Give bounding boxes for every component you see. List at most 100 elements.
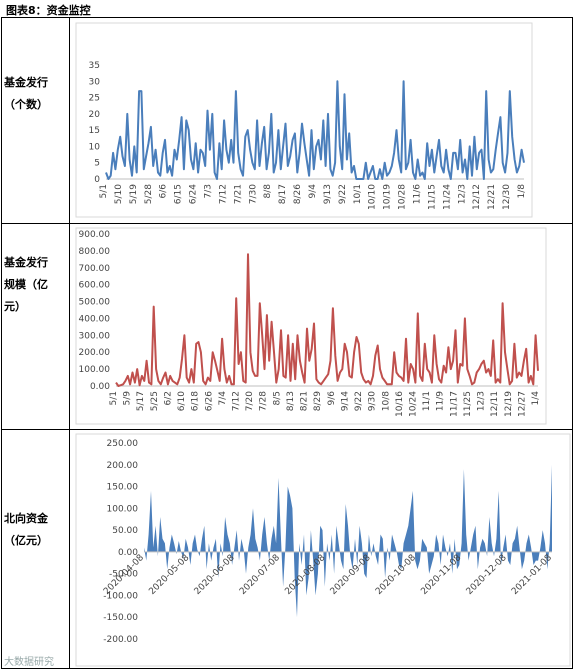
- y-tick-label: 10: [89, 142, 101, 152]
- series-line: [115, 253, 539, 387]
- series-line: [105, 80, 525, 180]
- northbound-chart: -200.00 -150.00 -100.00 -50.00 0.00 50.00 100.…: [72, 432, 572, 672]
- x-tick-label: 10/16: [395, 391, 405, 417]
- x-tick-label: 7/3: [204, 184, 214, 198]
- y-tick-label: 5: [94, 159, 100, 169]
- y-tick-label: 600.00: [79, 281, 111, 291]
- watermark: 大数据研究: [4, 657, 54, 668]
- x-tick-label: 6/6: [159, 184, 169, 199]
- row-label-fund-count: 基金发行 （个数）: [4, 72, 68, 116]
- x-tick-label: 9/22: [338, 184, 348, 204]
- row-label-line: 规模（亿: [4, 278, 48, 291]
- x-tick-label: 5/17: [136, 391, 146, 411]
- x-tick-label: 6/18: [191, 391, 201, 411]
- y-tick-label: 200.00: [79, 348, 111, 358]
- y-tick-label: -200.00: [103, 635, 138, 645]
- y-tick-label: 20: [89, 110, 101, 120]
- x-tick-label: 11/15: [427, 184, 437, 210]
- x-tick-label: 6/10: [177, 391, 187, 411]
- x-tick-label: 12/21: [487, 184, 497, 210]
- x-tick-label: 9/6: [327, 391, 337, 406]
- y-tick-label: 0: [94, 175, 100, 185]
- x-tick-label: 10/8: [381, 391, 391, 411]
- y-tick-label: 100.00: [79, 365, 111, 375]
- x-tick-label: 8/17: [278, 184, 288, 204]
- y-tick-label: 30: [89, 77, 101, 87]
- x-tick-label: 7/12: [218, 184, 228, 204]
- x-tick-label: 5/1: [99, 184, 109, 198]
- fund-count-chart: 0 5 10 15 20 25 30 35 5/1 5/10 5/19 5/28 6/6 6/15 6/24…: [72, 21, 534, 223]
- x-tick-label: 6/24: [189, 184, 199, 204]
- x-tick-label: 10/10: [368, 184, 378, 210]
- x-tick-label: 7/12: [232, 391, 242, 411]
- row-label-line: （亿元）: [4, 534, 48, 547]
- row-label-line: 基金发行: [4, 256, 48, 269]
- x-tick-label: 12/30: [502, 184, 512, 210]
- y-tick-label: 0.00: [90, 382, 110, 392]
- row-label-fund-size: 基金发行 规模（亿 元）: [4, 252, 68, 318]
- y-tick-label: 700.00: [79, 264, 111, 274]
- x-tick-label: 7/20: [245, 391, 255, 411]
- table-frame: [1, 17, 573, 669]
- y-tick-label: 200.00: [107, 461, 139, 471]
- y-tick-label: -150.00: [103, 613, 138, 623]
- x-tick-label: 7/28: [259, 391, 269, 411]
- x-tick-label: 5/9: [123, 391, 133, 406]
- x-tick-label: 5/1: [109, 391, 119, 405]
- x-tick-label: 5/28: [144, 184, 154, 204]
- x-tick-label: 12/3: [457, 184, 467, 204]
- x-tick-label: 11/25: [463, 391, 473, 417]
- x-tick-label: 12/27: [517, 391, 527, 417]
- y-tick-label: 100.00: [107, 504, 139, 514]
- plot-area: [75, 227, 547, 425]
- y-tick-label: 35: [89, 61, 100, 71]
- row-label-line: 北向资金: [4, 512, 48, 525]
- x-tick-label: 5/10: [114, 184, 124, 204]
- y-tick-label: -50.00: [109, 570, 138, 580]
- x-tick-label: 11/17: [449, 391, 459, 417]
- row-label-line: （个数）: [4, 98, 48, 111]
- x-tick-label: 12/3: [477, 391, 487, 411]
- fund-size-chart-svg: 0.00 100.00 200.00 300.00 400.00 500.00 600.00…: [75, 227, 547, 425]
- x-tick-label: 9/13: [323, 184, 333, 204]
- x-tick-label: 9/22: [354, 391, 364, 411]
- x-tick-label: 9/14: [340, 391, 350, 411]
- northbound-chart-svg: -200.00 -150.00 -100.00 -50.00 0.00 50.00 100.…: [75, 433, 571, 667]
- x-tick-label: 10/1: [353, 184, 363, 204]
- x-tick-label: 11/6: [413, 184, 423, 204]
- y-tick-label: -100.00: [103, 591, 138, 601]
- fund-count-chart-svg: 0 5 10 15 20 25 30 35 5/1 5/10 5/19 5/28 6/6 6/15 6/24…: [75, 22, 533, 218]
- x-tick-label: 12/19: [504, 391, 514, 417]
- x-tick-label: 7/4: [218, 391, 228, 406]
- x-tick-label: 6/15: [174, 184, 184, 204]
- x-tick-label: 9/30: [368, 391, 378, 411]
- x-tick-label: 10/24: [408, 391, 418, 417]
- x-tick-label: 10/28: [398, 184, 408, 210]
- row-label-northbound: 北向资金 （亿元）: [4, 508, 68, 552]
- y-tick-label: 300.00: [79, 331, 111, 341]
- y-tick-label: 500.00: [79, 298, 111, 308]
- column-divider: [69, 17, 70, 669]
- x-tick-label: 11/24: [442, 184, 452, 210]
- x-tick-label: 8/26: [293, 184, 303, 204]
- y-tick-label: 25: [89, 94, 100, 104]
- x-tick-label: 7/21: [233, 184, 243, 204]
- x-tick-label: 6/2: [163, 391, 173, 405]
- y-tick-label: 15: [89, 126, 100, 136]
- row-divider-2: [1, 429, 573, 430]
- x-tick-label: 5/19: [129, 184, 139, 204]
- x-tick-label: 11/1: [422, 391, 432, 411]
- y-tick-label: 900.00: [79, 230, 111, 240]
- y-tick-label: 250.00: [107, 439, 139, 449]
- row-label-line: 基金发行: [4, 76, 48, 89]
- y-tick-label: 150.00: [107, 483, 139, 493]
- fund-size-chart: 0.00 100.00 200.00 300.00 400.00 500.00 600.00…: [72, 226, 548, 430]
- y-tick-label: 50.00: [112, 526, 138, 536]
- x-tick-label: 8/29: [313, 391, 323, 411]
- x-tick-label: 7/30: [248, 184, 258, 204]
- y-tick-label: 800.00: [79, 247, 111, 257]
- x-tick-label: 1/8: [517, 184, 527, 199]
- x-tick-label: 12/11: [490, 391, 500, 417]
- row-divider-1: [1, 223, 573, 224]
- x-tick-label: 8/21: [300, 391, 310, 411]
